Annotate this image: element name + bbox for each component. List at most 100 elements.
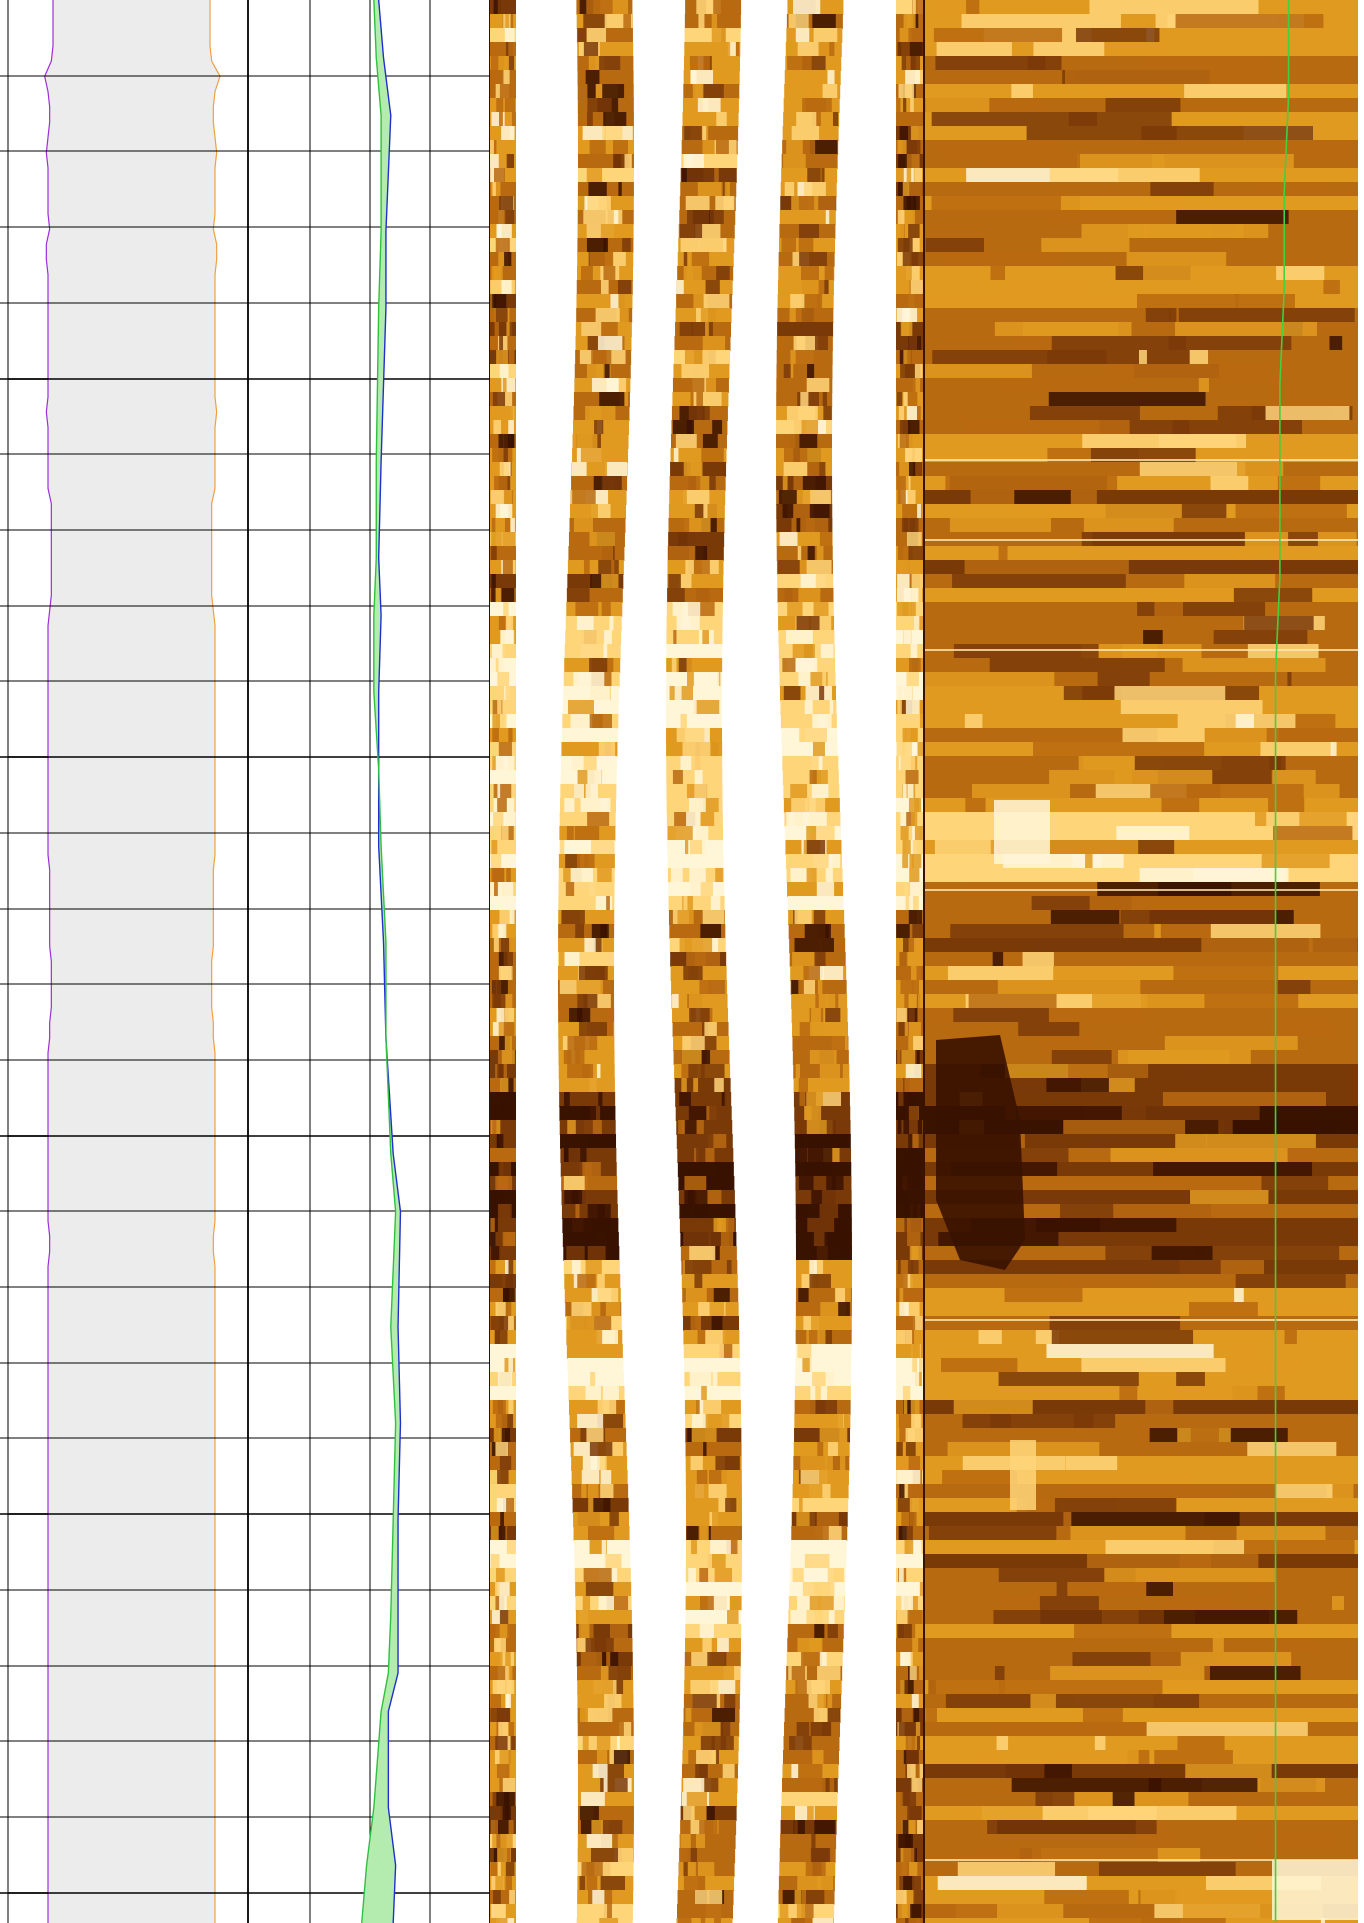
strip-speckle	[782, 476, 788, 491]
strip-speckle	[498, 742, 512, 757]
image-speckle	[1070, 1484, 1226, 1499]
strip-speckle	[685, 1708, 692, 1723]
strip-speckle	[813, 770, 828, 785]
curve-series-blue	[377, 0, 402, 1923]
strip-speckle	[597, 1288, 619, 1303]
image-speckle	[1187, 1064, 1204, 1079]
image-speckle	[940, 140, 1059, 155]
image-speckle	[1087, 1554, 1259, 1569]
strip-speckle	[578, 1624, 590, 1639]
strip-speckle	[807, 1806, 814, 1821]
image-speckle	[1141, 126, 1314, 141]
strip-speckle	[494, 1918, 508, 1923]
strip-speckle	[689, 1246, 716, 1261]
strip-speckle	[587, 196, 611, 211]
strip-speckle	[598, 1134, 607, 1149]
strip-speckle	[496, 1764, 510, 1779]
strip-speckle	[700, 1918, 706, 1923]
strip-speckle	[896, 392, 903, 407]
strip-speckle	[586, 1876, 598, 1891]
strip-speckle	[919, 1666, 924, 1681]
strip-speckle	[700, 1064, 725, 1079]
strip-speckle	[602, 728, 611, 743]
strip-speckle	[794, 938, 821, 953]
strip-speckle	[909, 896, 914, 911]
strip-speckle	[691, 1414, 706, 1429]
strip-speckle	[507, 434, 515, 449]
image-speckle	[1154, 924, 1161, 939]
strip-speckle	[584, 966, 608, 981]
strip-speckle	[595, 308, 620, 323]
strip-speckle	[820, 1344, 831, 1359]
strip-speckle	[783, 364, 791, 379]
strip-speckle	[824, 266, 834, 281]
strip-speckle	[696, 1344, 724, 1359]
strip-speckle	[501, 126, 515, 141]
strip-speckle	[506, 770, 513, 785]
strip-speckle	[501, 1274, 515, 1289]
strip-speckle	[603, 266, 616, 281]
strip-speckle	[700, 308, 727, 323]
image-speckle	[1089, 0, 1259, 15]
strip-band	[666, 672, 723, 687]
strip-speckle	[898, 1834, 912, 1849]
strip-speckle	[795, 308, 823, 323]
strip-speckle	[903, 392, 908, 407]
strip-speckle	[500, 630, 513, 645]
strip-speckle	[898, 406, 905, 421]
strip-speckle	[508, 938, 516, 953]
strip-speckle	[490, 1554, 500, 1569]
strip-speckle	[905, 448, 913, 463]
strip-speckle	[805, 98, 832, 113]
image-band	[924, 1596, 1358, 1611]
strip-speckle	[917, 1820, 924, 1835]
image-speckle	[1063, 686, 1122, 701]
strip-speckle	[820, 938, 834, 953]
image-speckle	[1083, 518, 1174, 533]
image-speckle	[1172, 420, 1303, 435]
image-speckle	[1153, 1162, 1313, 1177]
strip-speckle	[692, 1694, 717, 1709]
strip-speckle	[898, 560, 909, 575]
strip-speckle	[702, 350, 719, 365]
strip-speckle	[691, 1428, 717, 1443]
strip-speckle	[606, 28, 620, 43]
strip-speckle	[502, 1778, 516, 1793]
strip-speckle	[508, 420, 514, 435]
image-speckle	[1019, 1176, 1179, 1191]
strip-speckle	[807, 462, 820, 477]
strip-speckle	[686, 1792, 707, 1807]
strip-speckle	[790, 868, 812, 883]
strip-speckle	[709, 728, 722, 743]
strip-speckle	[788, 420, 802, 435]
strip-speckle	[702, 630, 709, 645]
strip-speckle	[711, 14, 718, 29]
strip-speckle	[592, 1890, 605, 1905]
strip-speckle	[821, 1190, 845, 1205]
strip-speckle	[812, 1918, 834, 1923]
image-speckle	[1272, 770, 1316, 785]
strip-speckle	[510, 1736, 516, 1751]
strip-speckle	[497, 224, 512, 239]
strip-speckle	[695, 1358, 701, 1373]
strip-speckle	[825, 1008, 841, 1023]
strip-speckle	[908, 1428, 923, 1443]
strip-speckle	[500, 994, 513, 1009]
image-speckle	[1330, 742, 1337, 757]
strip-speckle	[580, 266, 593, 281]
borehole-image-strips	[490, 0, 924, 1923]
image-speckle	[1145, 1400, 1174, 1415]
strip-speckle	[915, 616, 924, 631]
strip-speckle	[798, 238, 814, 253]
strip-speckle	[903, 1890, 916, 1905]
strip-speckle	[708, 1484, 727, 1499]
strip-speckle	[699, 1400, 722, 1415]
strip-speckle	[906, 1554, 916, 1569]
strip-speckle	[804, 924, 830, 939]
strip-speckle	[796, 518, 801, 533]
strip-speckle	[605, 448, 614, 463]
strip-speckle	[592, 910, 598, 925]
strip-speckle	[802, 140, 816, 155]
strip-speckle	[707, 1358, 726, 1373]
strip-speckle	[681, 1050, 702, 1065]
